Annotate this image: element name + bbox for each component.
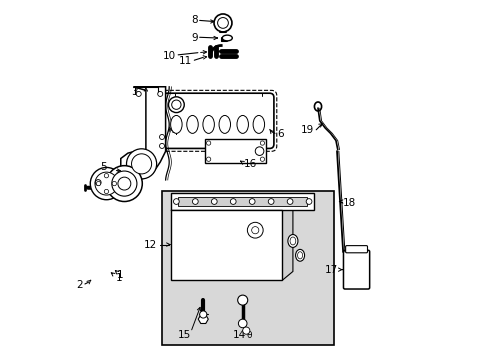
- Circle shape: [158, 91, 163, 96]
- Circle shape: [260, 141, 264, 145]
- Ellipse shape: [222, 35, 232, 41]
- Text: 18: 18: [343, 198, 356, 208]
- Circle shape: [211, 199, 217, 204]
- Text: 1: 1: [115, 273, 122, 283]
- Text: 19: 19: [301, 125, 314, 135]
- Circle shape: [230, 199, 236, 204]
- Text: 14: 14: [233, 330, 246, 340]
- FancyBboxPatch shape: [204, 139, 265, 163]
- Text: 11: 11: [179, 56, 192, 66]
- Text: 12: 12: [143, 239, 156, 249]
- Circle shape: [106, 166, 142, 202]
- Polygon shape: [171, 202, 292, 211]
- Circle shape: [159, 143, 164, 148]
- Circle shape: [206, 141, 210, 145]
- Text: 2: 2: [76, 280, 83, 290]
- Text: 8: 8: [191, 15, 198, 26]
- Bar: [171, 193, 314, 211]
- FancyBboxPatch shape: [163, 93, 273, 148]
- Text: 15: 15: [178, 330, 191, 340]
- Text: 9: 9: [191, 33, 198, 43]
- Ellipse shape: [253, 116, 264, 134]
- Text: 4: 4: [171, 127, 177, 136]
- Circle shape: [247, 222, 263, 238]
- Ellipse shape: [170, 116, 182, 134]
- Circle shape: [131, 154, 151, 174]
- Text: 10: 10: [163, 50, 176, 60]
- Circle shape: [217, 18, 228, 28]
- FancyBboxPatch shape: [345, 246, 367, 253]
- Text: 5: 5: [100, 162, 106, 172]
- Circle shape: [112, 181, 116, 186]
- Circle shape: [255, 147, 264, 156]
- Circle shape: [206, 157, 210, 161]
- Polygon shape: [121, 87, 165, 180]
- Text: 13: 13: [285, 198, 298, 208]
- Ellipse shape: [297, 252, 302, 259]
- Ellipse shape: [237, 116, 248, 134]
- Circle shape: [214, 14, 231, 32]
- Circle shape: [126, 149, 156, 179]
- Text: 7: 7: [246, 143, 253, 153]
- Circle shape: [268, 199, 273, 204]
- Circle shape: [96, 181, 101, 186]
- Circle shape: [173, 199, 179, 204]
- Circle shape: [104, 189, 108, 194]
- Circle shape: [260, 157, 264, 161]
- Circle shape: [168, 97, 184, 113]
- Circle shape: [171, 100, 181, 109]
- Ellipse shape: [219, 116, 230, 134]
- Bar: [162, 191, 333, 345]
- Circle shape: [249, 199, 255, 204]
- Circle shape: [237, 295, 247, 305]
- Circle shape: [95, 180, 101, 185]
- Text: 3: 3: [131, 87, 137, 97]
- Bar: [171, 211, 282, 280]
- Circle shape: [192, 199, 198, 204]
- Text: 16: 16: [243, 159, 256, 169]
- Circle shape: [136, 91, 141, 96]
- Circle shape: [118, 177, 131, 190]
- Circle shape: [112, 171, 137, 196]
- Polygon shape: [198, 315, 208, 324]
- Text: 17: 17: [324, 265, 337, 275]
- Circle shape: [90, 167, 122, 200]
- Circle shape: [104, 174, 108, 178]
- Polygon shape: [282, 202, 292, 280]
- Ellipse shape: [203, 116, 214, 134]
- Bar: [178, 197, 306, 206]
- Circle shape: [305, 199, 311, 204]
- Ellipse shape: [289, 237, 295, 245]
- Text: θ: θ: [246, 332, 251, 341]
- Text: 1: 1: [117, 270, 123, 280]
- Circle shape: [238, 319, 246, 328]
- Circle shape: [95, 172, 118, 195]
- Ellipse shape: [186, 116, 198, 134]
- Circle shape: [251, 226, 258, 234]
- Circle shape: [159, 134, 164, 139]
- Text: 6: 6: [276, 129, 283, 139]
- Circle shape: [286, 199, 292, 204]
- Ellipse shape: [287, 234, 297, 247]
- Ellipse shape: [295, 249, 304, 261]
- FancyBboxPatch shape: [343, 250, 369, 289]
- Circle shape: [242, 327, 249, 334]
- Circle shape: [199, 311, 206, 318]
